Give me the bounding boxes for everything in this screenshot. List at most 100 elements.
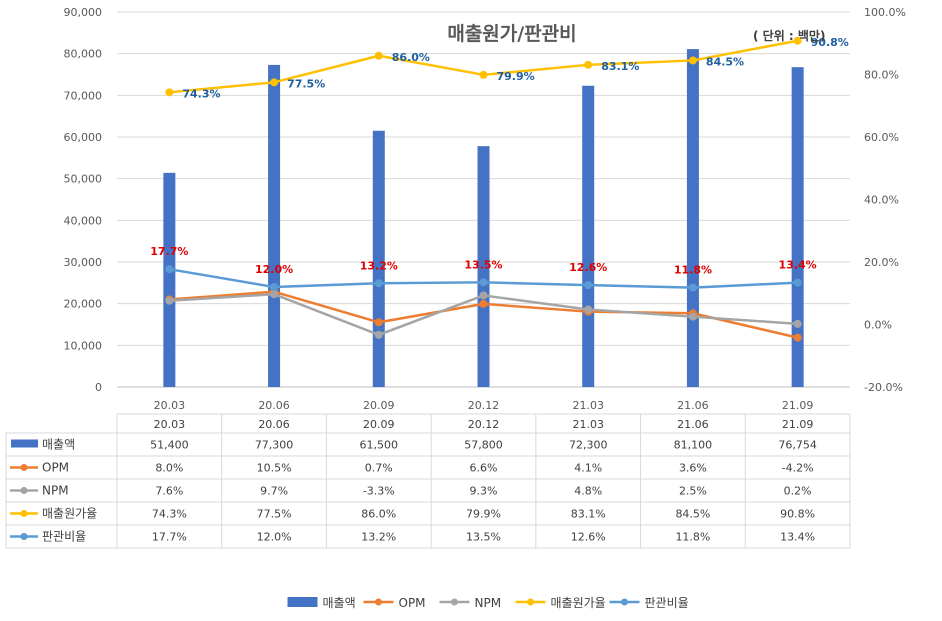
table-cell: 0.2% bbox=[784, 485, 812, 498]
legend-swatch bbox=[287, 597, 318, 607]
data-label: 90.8% bbox=[811, 36, 849, 49]
bar bbox=[163, 172, 176, 387]
series-point bbox=[374, 330, 383, 339]
data-labels: 74.3% 77.5% 86.0% 79.9% 83.1% 84.5% 90.8% 17.7%… bbox=[150, 36, 849, 277]
bar bbox=[791, 67, 804, 388]
series-point bbox=[165, 265, 174, 274]
table-cell: 86.0% bbox=[361, 508, 396, 521]
y-tick-label: 0 bbox=[95, 381, 102, 394]
legend-label: 매출액 bbox=[323, 596, 356, 610]
data-label: 11.8% bbox=[674, 264, 712, 277]
table-cell: -4.2% bbox=[782, 462, 814, 475]
series-point bbox=[688, 56, 697, 65]
series-point bbox=[688, 283, 697, 292]
series-point bbox=[479, 291, 488, 300]
data-label: 12.0% bbox=[255, 263, 293, 276]
x-tick-label: 20.06 bbox=[258, 399, 290, 412]
table-cell: 77,300 bbox=[255, 439, 294, 452]
series-point bbox=[584, 281, 593, 290]
table-cell: 72,300 bbox=[569, 439, 608, 452]
data-label: 13.4% bbox=[779, 259, 817, 272]
y-tick-label: 70,000 bbox=[64, 89, 103, 102]
table-cell: 13.2% bbox=[361, 531, 396, 544]
table-series-name: 판관비율 bbox=[42, 530, 86, 544]
data-label: 13.2% bbox=[360, 259, 398, 272]
table-cell: -3.3% bbox=[363, 485, 395, 498]
table-cell: 81,100 bbox=[674, 439, 713, 452]
table-series-name: NPM bbox=[42, 484, 69, 498]
data-label: 84.5% bbox=[706, 55, 744, 68]
table-cell: 0.7% bbox=[365, 462, 393, 475]
table-cell: 17.7% bbox=[152, 531, 187, 544]
y-tick-label: 20,000 bbox=[64, 298, 103, 311]
table-cell: 79.9% bbox=[466, 508, 501, 521]
legend-swatch-dot bbox=[621, 598, 628, 606]
table-cell: 51,400 bbox=[150, 439, 189, 452]
chart-title: 매출원가/판관비 bbox=[447, 23, 576, 45]
table-header-cell: 20.09 bbox=[363, 418, 395, 431]
y2-tick-label: 60.0% bbox=[864, 131, 899, 144]
table-cell: 8.0% bbox=[155, 462, 183, 475]
legend-label: NPM bbox=[475, 596, 502, 610]
table-cell: 83.1% bbox=[571, 508, 606, 521]
table-series-name: OPM bbox=[42, 461, 69, 475]
table-header-cell: 20.06 bbox=[258, 418, 290, 431]
data-label: 79.9% bbox=[497, 70, 535, 83]
y-tick-label: 60,000 bbox=[64, 131, 103, 144]
data-label: 86.0% bbox=[392, 51, 430, 64]
unit-note: ( 단위 : 백만) bbox=[753, 28, 825, 43]
bar bbox=[686, 49, 699, 387]
table-cell: 11.8% bbox=[675, 531, 710, 544]
primary-axis-ticks: 0 10,000 20,000 30,000 40,000 50,000 60,000 70,… bbox=[64, 6, 103, 394]
table-cell: 6.6% bbox=[470, 462, 498, 475]
category-axis-ticks: 20.03 20.06 20.09 20.12 21.03 21.06 21.09 bbox=[154, 399, 814, 412]
series-point bbox=[793, 278, 802, 287]
series-point bbox=[793, 333, 802, 342]
table-cell: 61,500 bbox=[360, 439, 399, 452]
x-tick-label: 21.03 bbox=[572, 399, 604, 412]
series-point bbox=[479, 278, 488, 287]
y-tick-label: 40,000 bbox=[64, 214, 103, 227]
legend-label: OPM bbox=[399, 596, 426, 610]
series-point bbox=[793, 319, 802, 328]
y-tick-label: 30,000 bbox=[64, 256, 103, 269]
data-label: 77.5% bbox=[287, 77, 325, 90]
legend-swatch-dot bbox=[451, 598, 458, 606]
legend-label: 판관비율 bbox=[645, 596, 689, 610]
table-cell: 90.8% bbox=[780, 508, 815, 521]
x-tick-label: 21.09 bbox=[782, 399, 814, 412]
table-frame bbox=[5, 432, 851, 549]
series-point bbox=[270, 290, 279, 299]
y-tick-label: 90,000 bbox=[64, 6, 103, 19]
series-point bbox=[479, 299, 488, 308]
table-cell: 84.5% bbox=[675, 508, 710, 521]
table-cell: 10.5% bbox=[257, 462, 292, 475]
table-cell: 13.4% bbox=[780, 531, 815, 544]
series-point bbox=[793, 36, 802, 45]
table-cell: 2.5% bbox=[679, 485, 707, 498]
table-header-cell: 21.03 bbox=[572, 418, 604, 431]
y-tick-label: 10,000 bbox=[64, 339, 103, 352]
bar bbox=[582, 85, 595, 387]
series-point bbox=[374, 51, 383, 60]
table-cell: 9.7% bbox=[260, 485, 288, 498]
table-cell: 77.5% bbox=[257, 508, 292, 521]
y-tick-label: 50,000 bbox=[64, 173, 103, 186]
table-series-name: 매출원가율 bbox=[42, 507, 97, 521]
table-header-cell: 21.06 bbox=[677, 418, 709, 431]
series-point bbox=[374, 279, 383, 288]
series-point bbox=[165, 296, 174, 305]
table-cell: 7.6% bbox=[155, 485, 183, 498]
bar bbox=[268, 64, 281, 388]
data-label: 74.3% bbox=[182, 87, 220, 100]
table-series-name: 매출액 bbox=[42, 438, 75, 452]
table-series-swatch-dot bbox=[20, 464, 28, 471]
table-cell: 12.6% bbox=[571, 531, 606, 544]
y2-tick-label: 20.0% bbox=[864, 256, 899, 269]
legend-swatch-dot bbox=[375, 598, 382, 606]
x-tick-label: 20.09 bbox=[363, 399, 395, 412]
x-tick-label: 20.12 bbox=[468, 399, 500, 412]
y-tick-label: 80,000 bbox=[64, 48, 103, 61]
series-point bbox=[270, 78, 279, 87]
line-series bbox=[165, 36, 802, 342]
